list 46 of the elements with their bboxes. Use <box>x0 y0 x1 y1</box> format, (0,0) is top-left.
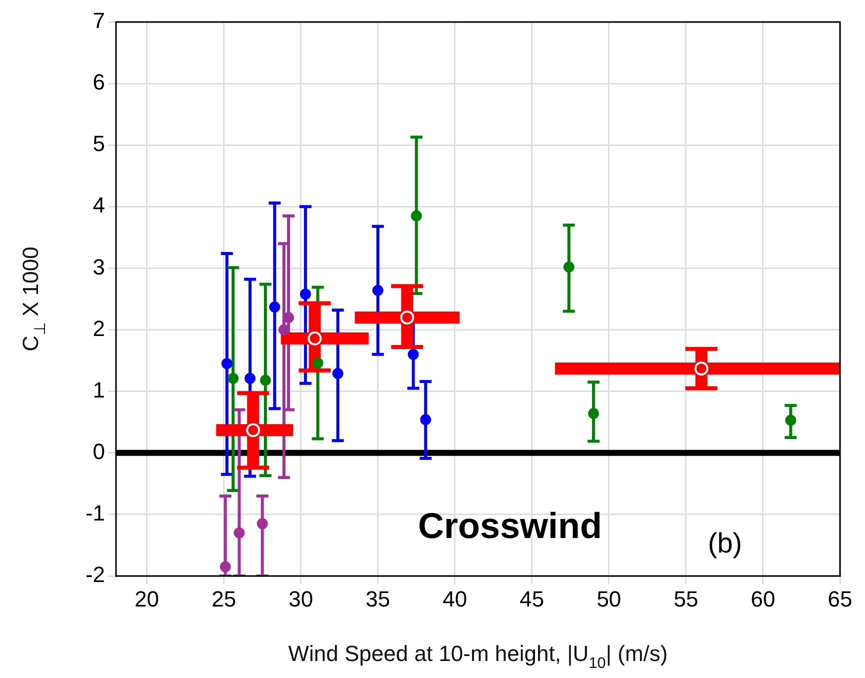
x-tick-label: 50 <box>596 586 622 612</box>
y-tick-label: 5 <box>92 131 105 156</box>
x-tick-label: 65 <box>828 586 852 612</box>
point <box>228 372 239 384</box>
y-tick-label: 1 <box>92 377 105 402</box>
y-tick-label: 4 <box>92 192 105 218</box>
point <box>220 561 231 572</box>
x-tick-label: 25 <box>212 586 236 612</box>
x-tick-label: 55 <box>674 586 698 612</box>
x-tick-label: 20 <box>134 586 160 612</box>
point <box>300 288 311 300</box>
point <box>408 348 419 360</box>
point <box>332 368 344 379</box>
x-tick-label: 60 <box>750 586 776 612</box>
point <box>269 302 280 312</box>
annotation: (b) <box>708 528 742 559</box>
x-tick-label: 30 <box>288 586 314 612</box>
point <box>400 310 414 324</box>
x-tick-label: 35 <box>366 586 390 612</box>
y-tick-label: -2 <box>85 562 105 588</box>
point <box>785 414 796 426</box>
point <box>221 358 232 370</box>
y-tick-label: -1 <box>85 500 105 526</box>
point <box>308 331 322 346</box>
point <box>372 284 384 296</box>
annotation: Crosswind <box>418 504 602 546</box>
point <box>312 358 324 369</box>
y-tick-label: 3 <box>92 254 105 280</box>
y-tick-label: 2 <box>92 316 105 341</box>
x-tick-label: 40 <box>442 586 468 612</box>
point <box>694 362 708 376</box>
point <box>563 261 574 272</box>
point <box>244 372 256 384</box>
x-tick-label: 45 <box>520 586 544 612</box>
point <box>420 414 432 426</box>
point <box>278 324 290 336</box>
y-tick-label: 0 <box>92 438 105 464</box>
y-tick-label: 7 <box>92 8 105 34</box>
point <box>410 210 422 222</box>
point <box>256 518 268 530</box>
y-axis-title: C⊥ X 1000 <box>18 246 50 352</box>
point <box>234 527 245 538</box>
y-tick-label: 6 <box>92 70 105 95</box>
point <box>246 423 260 438</box>
point <box>260 374 271 386</box>
point <box>588 408 600 419</box>
